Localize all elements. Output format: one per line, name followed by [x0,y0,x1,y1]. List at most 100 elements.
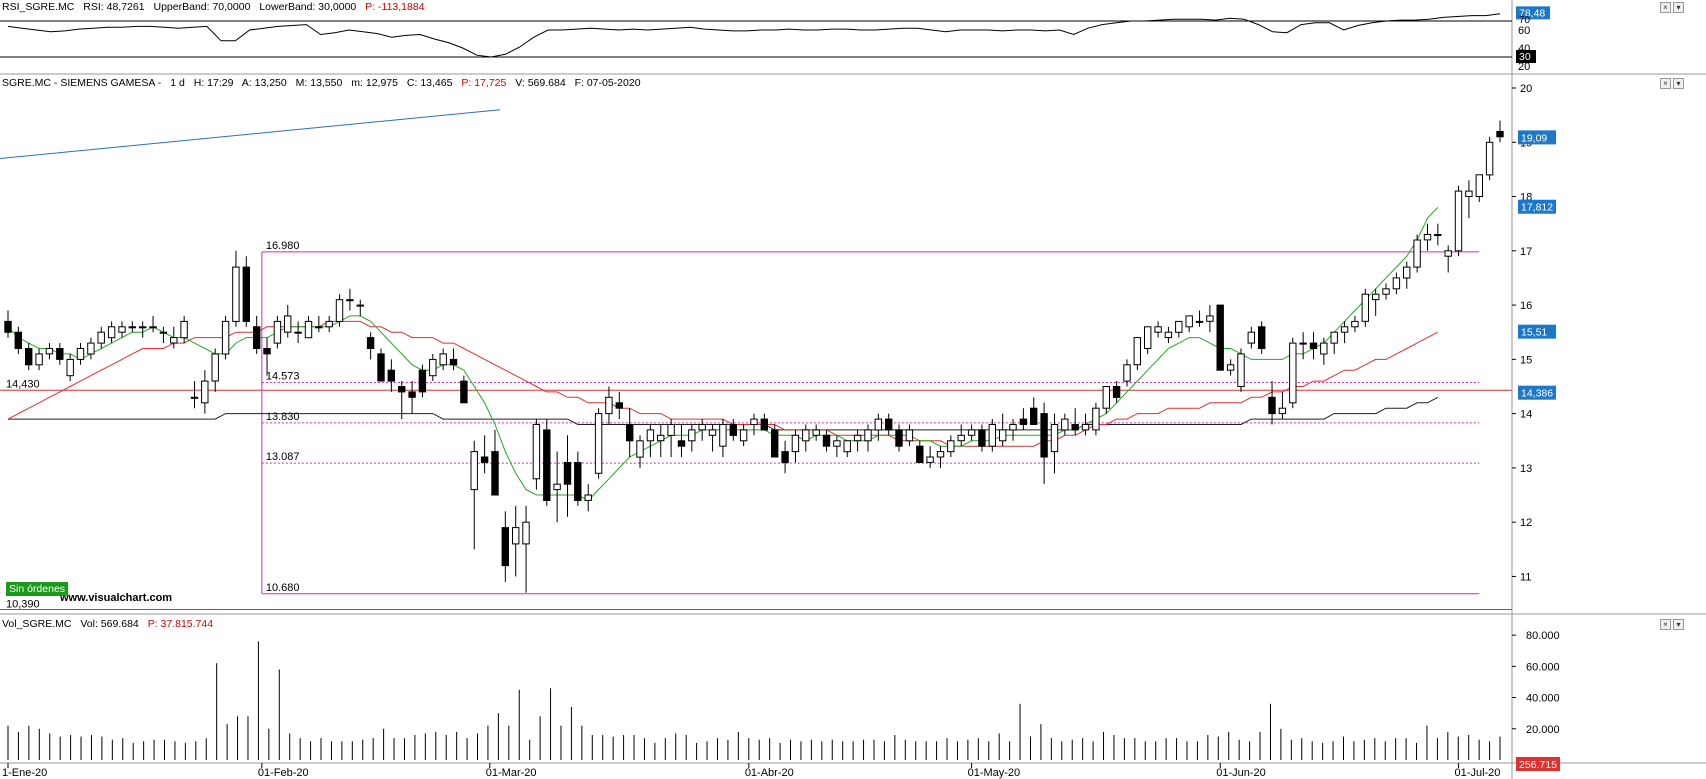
candle [118,321,126,338]
x-tick-label: 01-Abr-20 [745,767,794,779]
candle [66,353,74,382]
candle [1164,326,1173,344]
last-price-tag: 19,09 [1518,130,1556,145]
candle [97,326,105,349]
candle [1382,283,1390,300]
candle [170,326,178,349]
candle [563,435,572,517]
candle [1289,337,1297,409]
candle [1392,272,1401,295]
candle [905,424,914,447]
candle [636,435,644,468]
rsi-tick-label: 20 [1518,61,1530,73]
candle [833,435,841,458]
candle [304,315,313,339]
orders-badge[interactable]: Sin órdenes [6,582,69,596]
candle [936,446,945,468]
candle [1237,348,1245,392]
candle [460,375,468,404]
candle [366,332,375,360]
candle [408,381,416,414]
candle [594,408,603,479]
ma-slow-tag: 14,386 [1518,385,1556,400]
candle [916,440,924,464]
volume-last-tag-text: 256.715 [1519,759,1557,771]
candle [1465,180,1473,219]
candle [1351,315,1359,333]
candle [812,424,820,441]
candle [491,429,499,496]
price-tick-label: 20 [1520,83,1532,95]
candle [1226,359,1235,376]
candle [1206,305,1214,333]
candle [45,343,54,360]
candle [1247,326,1255,349]
volume-pane-close-icon[interactable]: × [1660,619,1671,630]
candle [87,337,95,360]
rsi-lower-tag: 30 [1516,50,1536,63]
candle [646,424,655,458]
candle [439,348,447,371]
candle [1071,408,1079,436]
x-tick-label: 01-Jun-20 [1216,767,1266,779]
candle [843,440,851,458]
candle [543,419,551,506]
candle [874,413,882,441]
candle [1009,419,1017,441]
ma-slow-tag-text: 14,386 [1521,388,1553,400]
rsi-pane-settings-icon[interactable]: ▾ [1673,2,1684,13]
candle [1320,337,1328,365]
candle [1040,402,1048,485]
candle [781,440,789,474]
candle [978,424,986,452]
candle [1102,386,1110,414]
candle [480,435,489,474]
volume-header-name: Vol_SGRE.MC [2,618,72,630]
price-pane-settings-icon[interactable]: ▾ [1673,78,1684,89]
candle [1195,310,1204,327]
price-pane-close-icon[interactable]: × [1660,78,1671,89]
candle [1216,304,1224,371]
candle [429,353,437,382]
candle [708,424,717,452]
price-tick-label: 12 [1520,517,1532,529]
candle [553,451,561,523]
rsi-line [7,13,1501,58]
ma-mid-tag: 15,51 [1518,324,1556,339]
candle [387,359,396,392]
candle [1413,234,1421,273]
candle [677,424,686,458]
candle [574,451,582,506]
candle [139,321,147,338]
rsi-upper-tag-text: 70 [1519,15,1531,26]
price-tick-label: 13 [1520,463,1532,475]
ma-fast-tag: 17,812 [1518,199,1556,214]
x-tick-label: 01-Feb-20 [258,767,309,779]
candle [76,343,85,365]
candle [377,348,385,382]
volume-last-tag: 256.715 [1516,757,1560,771]
candle [315,315,323,333]
price-tick-label: 14 [1520,409,1532,421]
last-price-tag-text: 19,09 [1521,132,1547,144]
x-tick-label: 01-Mar-20 [486,767,537,779]
rsi-header-name: RSI_SGRE.MC [2,1,75,13]
candle [398,381,406,420]
rsi-pane-close-icon[interactable]: × [1660,2,1671,13]
candle [159,326,168,344]
range-level-label: 14.573 [266,371,300,383]
candle [1268,381,1276,425]
range-level-label: 16.980 [266,240,300,252]
candle [667,419,675,458]
candle [1154,321,1162,338]
price-header-min: m: 12,975 [351,77,398,89]
price-header-m: M: 13,550 [295,77,343,89]
rsi-tick-label: 60 [1518,25,1530,37]
candle [335,294,344,327]
candle [1175,320,1183,338]
candle [449,348,458,371]
volume-pane-settings-icon[interactable]: ▾ [1673,619,1684,630]
price-header-p: P: 17,725 [461,77,507,89]
candle [253,315,261,354]
